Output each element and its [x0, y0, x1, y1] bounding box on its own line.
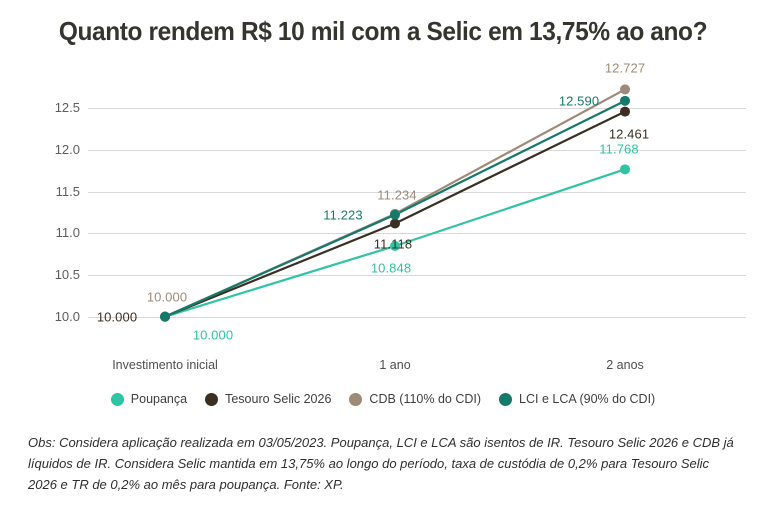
- legend-label: LCI e LCA (90% do CDI): [519, 392, 656, 406]
- y-axis-tick-label: 12.5: [54, 100, 80, 116]
- x-axis-tick-label: 1 ano: [379, 358, 411, 372]
- series-line: [163, 99, 627, 318]
- y-axis-tick-label: 12.0: [54, 142, 80, 157]
- data-point-marker: [620, 164, 630, 175]
- series-lines: [160, 84, 630, 322]
- gridline: [88, 150, 746, 151]
- chart-title: Quanto rendem R$ 10 mil com a Selic em 1…: [58, 16, 708, 46]
- y-axis-tick-label: 10.5: [54, 267, 80, 282]
- x-axis-tick-label: Investimento inicial: [112, 358, 218, 372]
- legend-swatch-icon: [110, 392, 124, 406]
- data-point-label: 11.223: [323, 207, 363, 223]
- data-point-label: 11.768: [599, 141, 639, 157]
- data-point-marker: [160, 311, 170, 322]
- gridline: [88, 275, 746, 276]
- data-point-label: 10.848: [370, 260, 412, 276]
- series-line: [163, 88, 627, 318]
- legend-item[interactable]: CDB (110% do CDI): [349, 392, 481, 406]
- data-point-label: 10.000: [96, 309, 138, 325]
- data-point-marker: [620, 106, 630, 117]
- legend-label: CDB (110% do CDI): [369, 392, 482, 406]
- data-point-marker: [390, 218, 400, 229]
- data-point-marker: [620, 84, 630, 95]
- legend-label: Tesouro Selic 2026: [225, 392, 332, 406]
- y-axis-tick-label: 10.0: [54, 308, 80, 324]
- y-axis-tick-label: 11.5: [55, 183, 80, 199]
- gridline: [88, 316, 746, 318]
- legend-swatch-icon: [349, 392, 363, 406]
- legend-swatch-icon: [205, 392, 219, 406]
- gridline: [88, 191, 746, 193]
- y-axis-tick-label: 11.0: [55, 225, 80, 241]
- x-axis: Investimento inicial 1 ano 2 anos: [0, 358, 766, 378]
- data-point-marker: [390, 209, 400, 220]
- data-point-label: 10.000: [192, 327, 234, 343]
- legend-item[interactable]: Tesouro Selic 2026: [205, 392, 331, 406]
- data-point-label: 12.727: [604, 60, 646, 76]
- data-point-label: 11.118: [373, 236, 413, 251]
- data-point-label: 12.590: [558, 93, 600, 109]
- data-point-marker: [620, 95, 630, 106]
- x-axis-tick-label: 2 anos: [606, 358, 644, 372]
- chart-legend: Poupança Tesouro Selic 2026 CDB (110% do C…: [0, 392, 766, 406]
- legend-item[interactable]: LCI e LCA (90% do CDI): [499, 392, 655, 406]
- gridline: [88, 108, 746, 110]
- footnote-text: Obs: Considera aplicação realizada em 03…: [28, 435, 734, 493]
- plot-area: 10.0 10.5 11.0 11.5 12.0 12.5 10.000 10.848 11.…: [0, 60, 766, 360]
- data-point-label: 12.461: [608, 126, 650, 142]
- gridline: [88, 233, 746, 235]
- data-point-label: 10.000: [146, 289, 188, 305]
- legend-swatch-icon: [499, 392, 513, 406]
- data-point-label: 11.234: [377, 187, 417, 203]
- legend-label: Poupança: [130, 392, 188, 406]
- data-point-marker: [390, 241, 400, 251]
- legend-item[interactable]: Poupança: [110, 392, 188, 406]
